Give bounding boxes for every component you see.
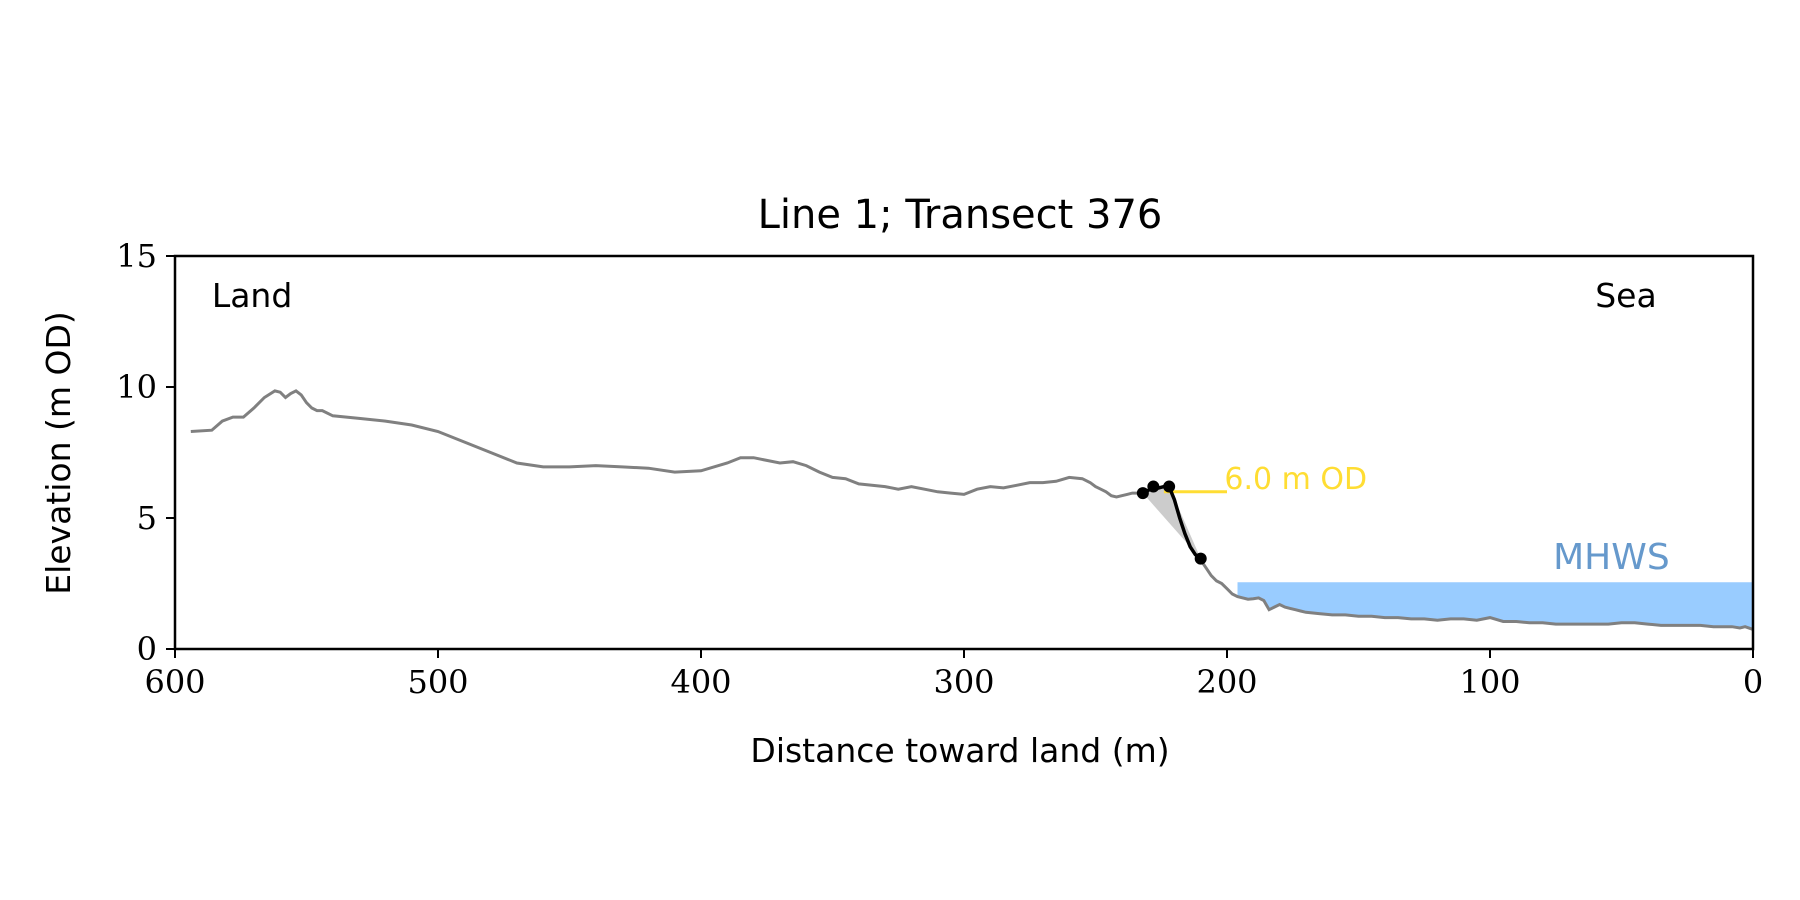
x-axis-label: Distance toward land (m): [750, 731, 1169, 770]
y-tick-label: 0: [137, 630, 157, 668]
y-tick-label: 5: [137, 499, 157, 537]
plot-area: 600 500 400 300 200 100 0 0 5 10 15 Land Sea MHWS 6.0 …: [116, 237, 1763, 701]
y-axis-label: Elevation (m OD): [39, 311, 78, 595]
cliff-point: [1163, 480, 1176, 493]
profile-line-land: [190, 389, 1143, 499]
x-tick-label: 100: [1459, 663, 1520, 701]
x-tick-label: 600: [144, 663, 205, 701]
y-tick-label: 15: [116, 237, 157, 275]
sea-annotation: Sea: [1595, 276, 1656, 315]
x-tick-label: 500: [407, 663, 468, 701]
x-tick-label: 0: [1743, 663, 1763, 701]
od-annotation: 6.0 m OD: [1224, 462, 1367, 497]
x-tick-label: 300: [933, 663, 994, 701]
profile-line-sea: [1199, 559, 1754, 631]
x-tick-label: 400: [670, 663, 731, 701]
mhws-water-fill: [1237, 582, 1753, 630]
mhws-annotation: MHWS: [1553, 537, 1670, 578]
cliff-point: [1147, 480, 1160, 493]
y-tick-label: 10: [116, 368, 157, 406]
cliff-point: [1136, 487, 1149, 500]
x-tick-label: 200: [1196, 663, 1257, 701]
land-annotation: Land: [212, 276, 292, 315]
cliff-point: [1194, 552, 1207, 565]
chart-title: Line 1; Transect 376: [758, 192, 1163, 238]
